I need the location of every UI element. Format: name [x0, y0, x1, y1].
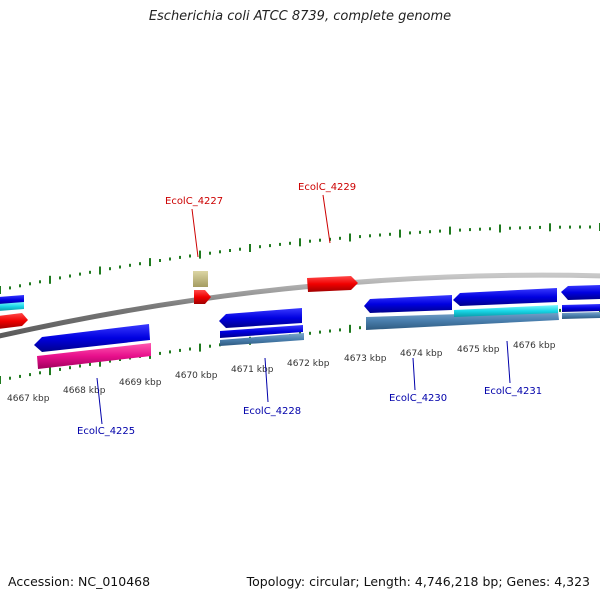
- kbp-label: 4672 kbp: [287, 359, 330, 369]
- page-title: Escherichia coli ATCC 8739, complete gen…: [148, 9, 452, 24]
- gene-block[interactable]: [193, 271, 208, 287]
- kbp-label: 4668 kbp: [63, 386, 106, 396]
- gene-arrow[interactable]: [562, 304, 600, 312]
- forward-strand-features: [0, 271, 358, 329]
- gene-label[interactable]: EcolC_4227: [165, 196, 223, 207]
- accession-text: Accession: NC_010468: [8, 574, 151, 589]
- kbp-label: 4675 kbp: [457, 345, 500, 355]
- gene-arrow[interactable]: [366, 311, 559, 330]
- genome-backbone: [0, 272, 600, 339]
- gene-arrow[interactable]: [219, 308, 302, 328]
- reverse-strand-features: [34, 285, 600, 369]
- gene-arrow[interactable]: [454, 305, 558, 317]
- gene-arrow[interactable]: [37, 343, 151, 369]
- gene-arrow[interactable]: [0, 295, 24, 305]
- genome-stats-text: Topology: circular; Length: 4,746,218 bp…: [246, 574, 590, 589]
- gene-arrow[interactable]: [562, 312, 600, 319]
- gene-label[interactable]: EcolC_4228: [243, 406, 301, 417]
- kbp-label: 4669 kbp: [119, 378, 162, 388]
- gene-label[interactable]: EcolC_4231: [484, 386, 542, 397]
- gene-label[interactable]: EcolC_4225: [77, 426, 135, 437]
- kbp-label: 4676 kbp: [513, 341, 556, 351]
- gene-arrow[interactable]: [220, 325, 303, 338]
- gene-arrow[interactable]: [220, 333, 304, 346]
- gene-arrow[interactable]: [0, 302, 24, 311]
- label-leaders: [96, 194, 511, 425]
- gene-labels: EcolC_4227 EcolC_4229 EcolC_4225 EcolC_4…: [77, 182, 542, 437]
- gene-arrow[interactable]: [307, 276, 358, 292]
- gene-arrow[interactable]: [561, 285, 600, 300]
- kbp-label: 4667 kbp: [7, 394, 50, 404]
- kbp-label: 4674 kbp: [400, 349, 443, 359]
- gene-arrow[interactable]: [34, 324, 150, 352]
- gene-arrow[interactable]: [364, 295, 452, 313]
- kbp-scale: 4667 kbp 4668 kbp 4669 kbp 4670 kbp 4671…: [7, 341, 556, 404]
- gene-arrow[interactable]: [0, 313, 28, 329]
- gene-arrow[interactable]: [453, 288, 557, 306]
- outer-tick-row: [0, 223, 600, 294]
- kbp-label: 4670 kbp: [175, 371, 218, 381]
- kbp-label: 4673 kbp: [344, 354, 387, 364]
- gene-arrow[interactable]: [194, 290, 211, 304]
- gene-label[interactable]: EcolC_4230: [389, 393, 447, 404]
- gene-label[interactable]: EcolC_4229: [298, 182, 356, 193]
- kbp-label: 4671 kbp: [231, 365, 274, 375]
